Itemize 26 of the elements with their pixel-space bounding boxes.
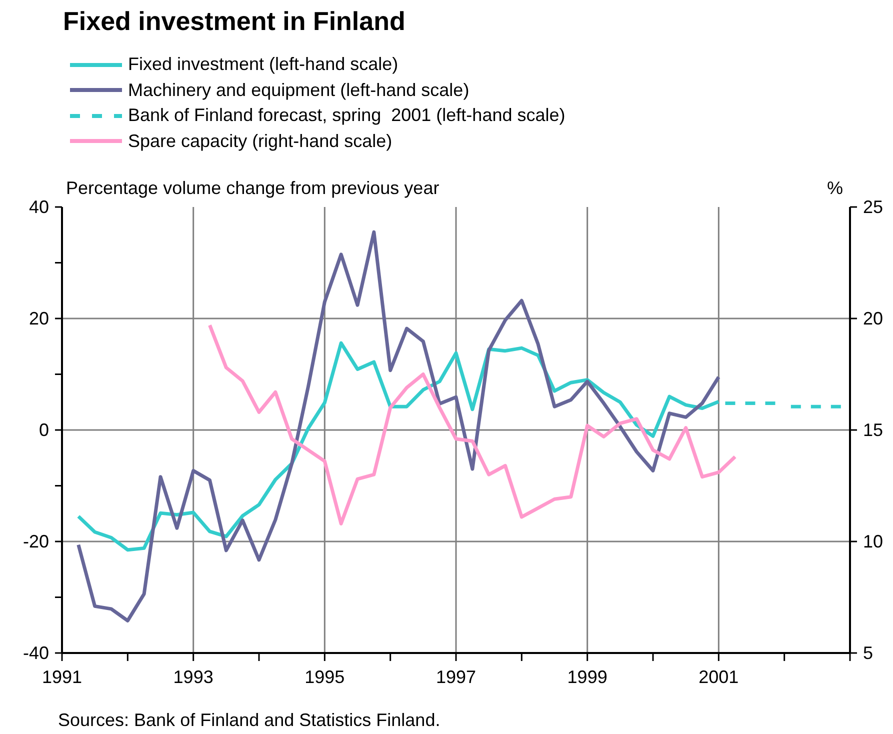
y-tick-label: -20	[22, 532, 49, 552]
legend-label: Fixed investment (left-hand scale)	[128, 54, 398, 76]
y-tick-label: 40	[28, 197, 49, 217]
legend-label: Bank of Finland forecast, spring 2001 (left-hand scale)	[128, 105, 566, 126]
x-tick-label: 1997	[436, 667, 476, 687]
legend-label: Spare capacity (right-hand scale)	[128, 130, 392, 152]
x-tick-label: 1993	[173, 667, 214, 687]
x-tick-label: 2001	[698, 667, 739, 687]
line-series	[208, 323, 737, 526]
y2-axis-title: %	[826, 178, 843, 199]
x-tick-label: 1995	[304, 667, 345, 687]
x-tick-label: 1999	[567, 667, 608, 687]
y-axis-title: Percentage volume change from previous year	[66, 178, 440, 199]
y2-tick-label: 15	[863, 420, 884, 440]
y2-tick-label: 20	[863, 308, 884, 328]
x-tick-label: 1991	[42, 667, 82, 687]
y2-tick-label: 10	[863, 532, 884, 552]
y-tick-label: -40	[22, 643, 49, 663]
line-series	[76, 230, 720, 622]
y2-tick-label: 5	[863, 643, 874, 663]
y-tick-label: 0	[38, 420, 49, 440]
legend-label: Machinery and equipment (left-hand scale)	[128, 80, 470, 101]
y-tick-label: 20	[28, 308, 49, 328]
y2-tick-label: 25	[863, 197, 884, 217]
source-note: Sources: Bank of Finland and Statistics Finland.	[58, 710, 440, 731]
chart-title: Fixed investment in Finland	[63, 6, 406, 37]
